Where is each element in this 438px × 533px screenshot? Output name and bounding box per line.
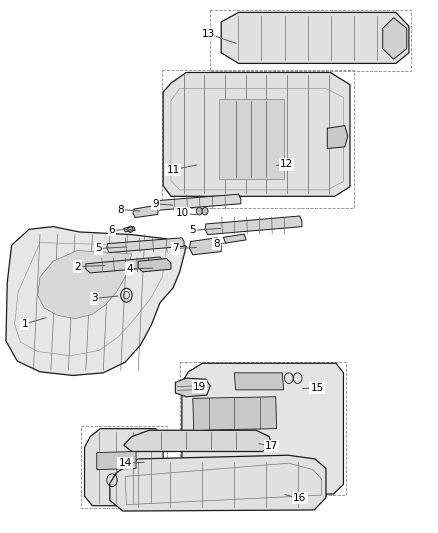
Text: 5: 5: [190, 225, 196, 236]
Text: 8: 8: [213, 239, 220, 249]
Text: 16: 16: [293, 493, 307, 503]
Text: 9: 9: [152, 199, 159, 209]
Polygon shape: [124, 227, 135, 232]
Text: 7: 7: [172, 244, 179, 253]
Polygon shape: [193, 397, 277, 430]
Polygon shape: [223, 234, 246, 243]
Polygon shape: [85, 429, 163, 506]
Text: 19: 19: [193, 382, 206, 392]
Text: 5: 5: [95, 244, 102, 253]
Polygon shape: [38, 251, 132, 319]
Text: 12: 12: [280, 159, 293, 169]
Polygon shape: [234, 373, 284, 390]
Polygon shape: [86, 257, 164, 273]
Polygon shape: [6, 227, 186, 375]
Circle shape: [202, 207, 208, 215]
Polygon shape: [124, 430, 272, 451]
Text: 1: 1: [21, 319, 28, 329]
Circle shape: [196, 207, 202, 215]
Text: 8: 8: [117, 205, 124, 215]
Polygon shape: [110, 455, 326, 511]
Polygon shape: [163, 72, 350, 196]
Polygon shape: [221, 12, 409, 63]
Polygon shape: [219, 99, 285, 179]
Polygon shape: [327, 126, 348, 149]
Text: 10: 10: [175, 208, 188, 219]
Polygon shape: [133, 205, 158, 217]
Polygon shape: [182, 364, 343, 494]
Polygon shape: [157, 194, 241, 210]
Text: 14: 14: [119, 458, 132, 468]
Text: 15: 15: [311, 383, 324, 393]
Polygon shape: [189, 238, 221, 255]
Text: 13: 13: [201, 29, 215, 39]
Text: 4: 4: [126, 264, 133, 273]
Polygon shape: [138, 259, 171, 272]
Polygon shape: [97, 451, 136, 470]
Text: 2: 2: [74, 262, 81, 271]
Text: 3: 3: [91, 293, 98, 303]
Text: 11: 11: [166, 165, 180, 175]
Polygon shape: [383, 18, 407, 59]
Polygon shape: [205, 216, 302, 235]
Polygon shape: [107, 238, 184, 253]
Polygon shape: [175, 378, 210, 397]
Text: 6: 6: [109, 225, 115, 236]
Text: 17: 17: [265, 441, 278, 451]
